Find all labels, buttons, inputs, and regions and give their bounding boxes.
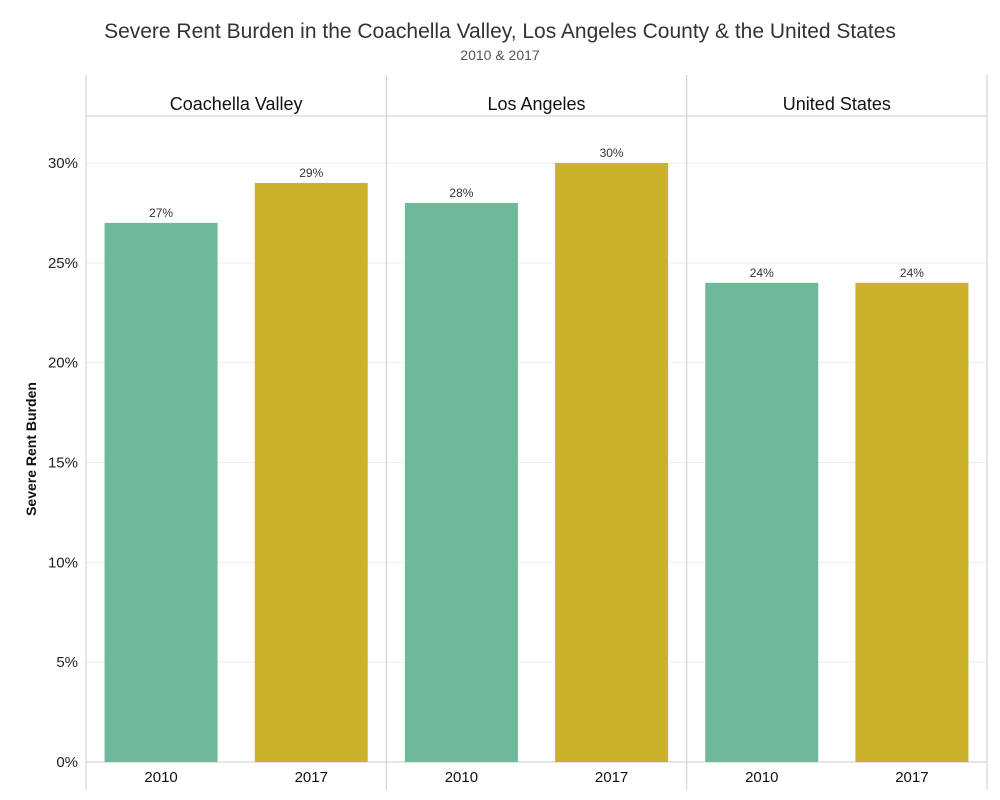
y-tick-label: 10% [48, 554, 78, 571]
y-axis-label: Severe Rent Burden [23, 382, 39, 516]
panel-title: Coachella Valley [170, 94, 303, 114]
x-tick-label: 2017 [595, 769, 628, 786]
panel-title: United States [783, 94, 891, 114]
bar [855, 282, 969, 762]
y-tick-label: 25% [48, 255, 78, 272]
bar [705, 282, 819, 762]
chart-subtitle: 2010 & 2017 [460, 47, 540, 63]
y-tick-label: 15% [48, 455, 78, 472]
x-tick-label: 2010 [144, 769, 177, 786]
data-label: 24% [900, 266, 924, 280]
bar [254, 182, 368, 762]
x-tick-label: 2010 [745, 769, 778, 786]
y-tick-label: 0% [56, 754, 78, 771]
x-tick-label: 2017 [295, 769, 328, 786]
bar [104, 222, 218, 762]
data-label: 28% [449, 186, 473, 200]
data-label: 27% [149, 206, 173, 220]
x-tick-label: 2010 [445, 769, 478, 786]
panel-title: Los Angeles [487, 94, 585, 114]
chart-title: Severe Rent Burden in the Coachella Vall… [104, 20, 896, 43]
y-tick-label: 20% [48, 355, 78, 372]
data-label: 30% [600, 146, 624, 160]
bar [404, 202, 518, 762]
y-tick-label: 30% [48, 155, 78, 172]
bar [555, 163, 669, 762]
x-tick-label: 2017 [895, 769, 928, 786]
data-label: 29% [299, 166, 323, 180]
data-label: 24% [750, 266, 774, 280]
y-tick-label: 5% [56, 654, 78, 671]
